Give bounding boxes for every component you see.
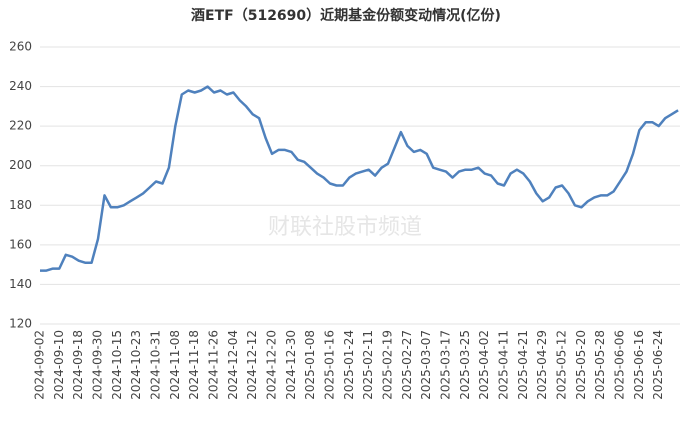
x-tick-label: 2025-03-17 [439,330,453,400]
chart-title: 酒ETF（512690）近期基金份额变动情况(亿份) [191,7,501,24]
x-tick-label: 2025-02-27 [400,330,414,400]
data-line [40,85,679,272]
y-tick-label: 260 [9,40,32,54]
x-tick-label: 2025-04-02 [477,330,491,400]
y-tick-label: 120 [9,317,32,331]
x-tick-label: 2024-09-30 [91,330,105,400]
x-tick-label: 2025-03-07 [419,330,433,400]
x-tick-label: 2025-04-11 [497,330,511,400]
x-tick-label: 2025-05-12 [555,330,569,400]
x-tick-label: 2025-05-28 [593,330,607,400]
x-tick-label: 2025-06-06 [613,330,627,400]
x-tick-label: 2024-11-18 [187,330,201,400]
x-tick-label: 2024-10-23 [129,330,143,400]
x-tick-label: 2025-01-24 [342,330,356,400]
watermark: 财联社股市频道 [268,215,422,240]
x-tick-label: 2024-11-26 [207,330,221,400]
x-tick-label: 2025-02-19 [381,330,395,400]
y-tick-label: 140 [9,277,32,291]
x-tick-label: 2024-12-12 [245,330,259,400]
x-tick-label: 2024-12-20 [265,330,279,400]
x-tick-label: 2024-09-18 [71,330,85,400]
x-tick-label: 2024-12-30 [284,330,298,400]
x-tick-label: 2025-04-29 [535,330,549,400]
y-tick-label: 160 [9,237,32,251]
y-tick-label: 180 [9,198,32,212]
x-tick-label: 2025-01-16 [323,330,337,400]
x-tick-label: 2025-02-11 [361,330,375,400]
x-tick-label: 2024-09-02 [33,330,47,400]
x-tick-label: 2025-06-16 [632,330,646,400]
x-tick-label: 2025-03-25 [458,330,472,400]
x-tick-label: 2024-10-15 [110,330,124,400]
x-tick-label: 2025-05-20 [574,330,588,400]
x-tick-label: 2024-11-08 [168,330,182,400]
x-tick-label: 2025-01-08 [303,330,317,400]
x-tick-label: 2024-12-04 [226,330,240,400]
x-tick-label: 2025-06-24 [651,330,665,400]
y-tick-label: 240 [9,79,32,93]
y-tick-label: 200 [9,158,32,172]
y-tick-label: 220 [9,119,32,133]
x-tick-label: 2025-04-21 [516,330,530,400]
x-tick-label: 2024-09-10 [52,330,66,400]
x-tick-label: 2024-10-31 [149,330,163,400]
